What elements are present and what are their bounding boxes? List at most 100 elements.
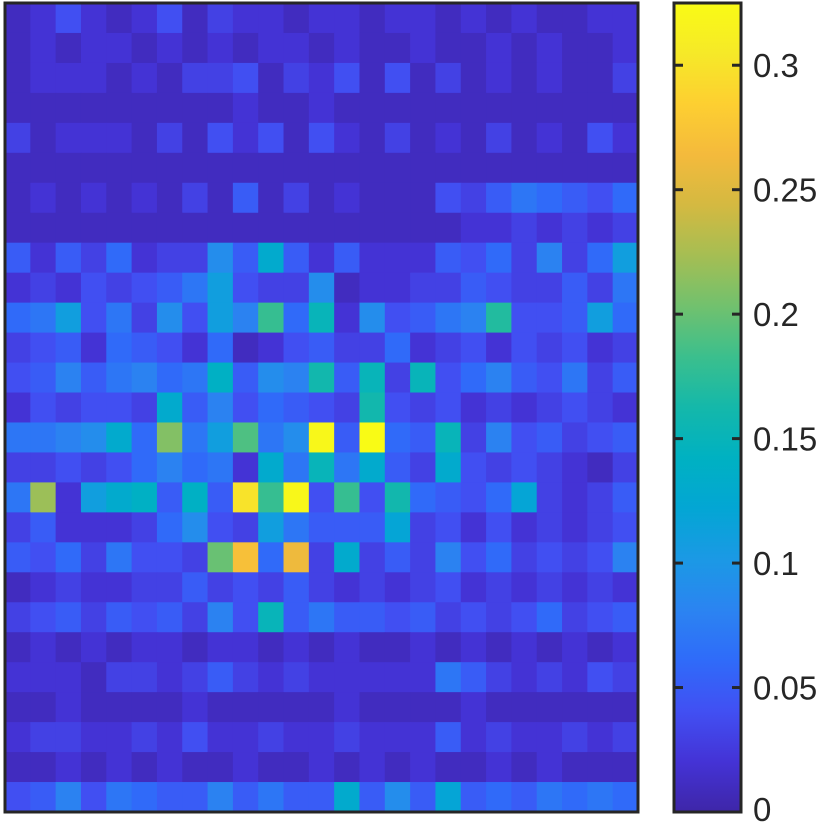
heatmap-cell (410, 482, 437, 513)
heatmap-cell (612, 272, 639, 304)
heatmap-cell (106, 452, 133, 483)
heatmap-cell (283, 122, 310, 154)
heatmap-cell (156, 752, 183, 783)
heatmap-cell (258, 182, 285, 214)
heatmap-cell (511, 602, 538, 633)
heatmap-cell (359, 392, 386, 424)
heatmap-cell (156, 392, 183, 424)
heatmap-cell (334, 692, 361, 723)
heatmap-cell (486, 302, 512, 334)
heatmap-cell (55, 272, 82, 304)
colorbar (672, 1, 743, 814)
heatmap-cell (612, 572, 639, 603)
heatmap-cell (562, 122, 588, 154)
heatmap-cell (612, 62, 639, 94)
heatmap-cell (486, 542, 512, 573)
heatmap-cell (308, 62, 335, 94)
heatmap-cell (80, 3, 107, 34)
heatmap-cell (460, 272, 487, 304)
heatmap-cell (80, 752, 107, 783)
heatmap-cell (308, 332, 335, 364)
heatmap-cell (587, 272, 614, 304)
heatmap-cell (182, 92, 209, 124)
heatmap-cell (283, 92, 310, 124)
heatmap-cell (486, 722, 512, 753)
heatmap-cell (207, 752, 234, 783)
heatmap-cell (30, 272, 57, 304)
heatmap-cell (486, 62, 512, 94)
heatmap-cell (612, 3, 639, 34)
heatmap-cells (5, 3, 639, 813)
heatmap-cell (30, 302, 57, 334)
heatmap-cell (410, 3, 437, 34)
heatmap-cell (486, 332, 512, 364)
heatmap-cell (30, 782, 57, 813)
heatmap-cell (232, 212, 259, 244)
heatmap-cell (283, 362, 310, 394)
heatmap-cell (258, 782, 285, 813)
heatmap-cell (334, 152, 361, 184)
heatmap-cell (258, 662, 285, 693)
heatmap-cell (334, 332, 361, 364)
heatmap-cell (410, 212, 437, 244)
heatmap-cell (511, 722, 538, 753)
heatmap-cell (460, 122, 487, 154)
heatmap-cell (5, 212, 31, 244)
heatmap-cell (258, 632, 285, 663)
heatmap-cell (612, 692, 639, 723)
heatmap-cell (106, 512, 133, 543)
heatmap-cell (207, 602, 234, 633)
heatmap-cell (131, 3, 158, 34)
heatmap-cell (410, 632, 437, 663)
heatmap-cell (587, 542, 614, 573)
heatmap-cell (156, 362, 183, 394)
heatmap-cell (232, 302, 259, 334)
heatmap-cell (30, 512, 57, 543)
heatmap-cell (612, 452, 639, 483)
heatmap-cell (156, 152, 183, 184)
heatmap-cell (384, 572, 411, 603)
heatmap-cell (80, 722, 107, 753)
heatmap-cell (80, 632, 107, 663)
heatmap-cell (207, 32, 234, 64)
heatmap-cell (536, 752, 563, 783)
heatmap-cell (359, 92, 386, 124)
heatmap-cell (384, 662, 411, 693)
heatmap-cell (5, 452, 31, 483)
heatmap-cell (308, 722, 335, 753)
heatmap-cell (410, 92, 437, 124)
heatmap-cell (536, 62, 563, 94)
heatmap-cell (258, 422, 285, 454)
heatmap-cell (435, 662, 462, 693)
heatmap-cell (308, 512, 335, 543)
heatmap-cell (384, 362, 411, 394)
heatmap-cell (460, 92, 487, 124)
heatmap-cell (511, 302, 538, 334)
heatmap-cell (612, 122, 639, 154)
heatmap-cell (55, 212, 82, 244)
heatmap-cell (182, 542, 209, 573)
heatmap-cell (587, 362, 614, 394)
heatmap-cell (536, 302, 563, 334)
heatmap-cell (156, 692, 183, 723)
heatmap-cell (106, 212, 133, 244)
heatmap-cell (460, 482, 487, 513)
heatmap-cell (55, 362, 82, 394)
heatmap-cell (207, 182, 234, 214)
heatmap-cell (182, 572, 209, 603)
heatmap-cell (410, 692, 437, 723)
heatmap-cell (283, 722, 310, 753)
heatmap-cell (410, 542, 437, 573)
heatmap-cell (435, 632, 462, 663)
heatmap-cell (182, 302, 209, 334)
heatmap-cell (511, 512, 538, 543)
heatmap-cell (283, 572, 310, 603)
heatmap-cell (55, 242, 82, 274)
heatmap-cell (283, 422, 310, 454)
heatmap-cell (258, 92, 285, 124)
heatmap-cell (460, 212, 487, 244)
heatmap-cell (182, 212, 209, 244)
heatmap-cell (258, 32, 285, 64)
heatmap-cell (131, 782, 158, 813)
heatmap-cell (612, 92, 639, 124)
